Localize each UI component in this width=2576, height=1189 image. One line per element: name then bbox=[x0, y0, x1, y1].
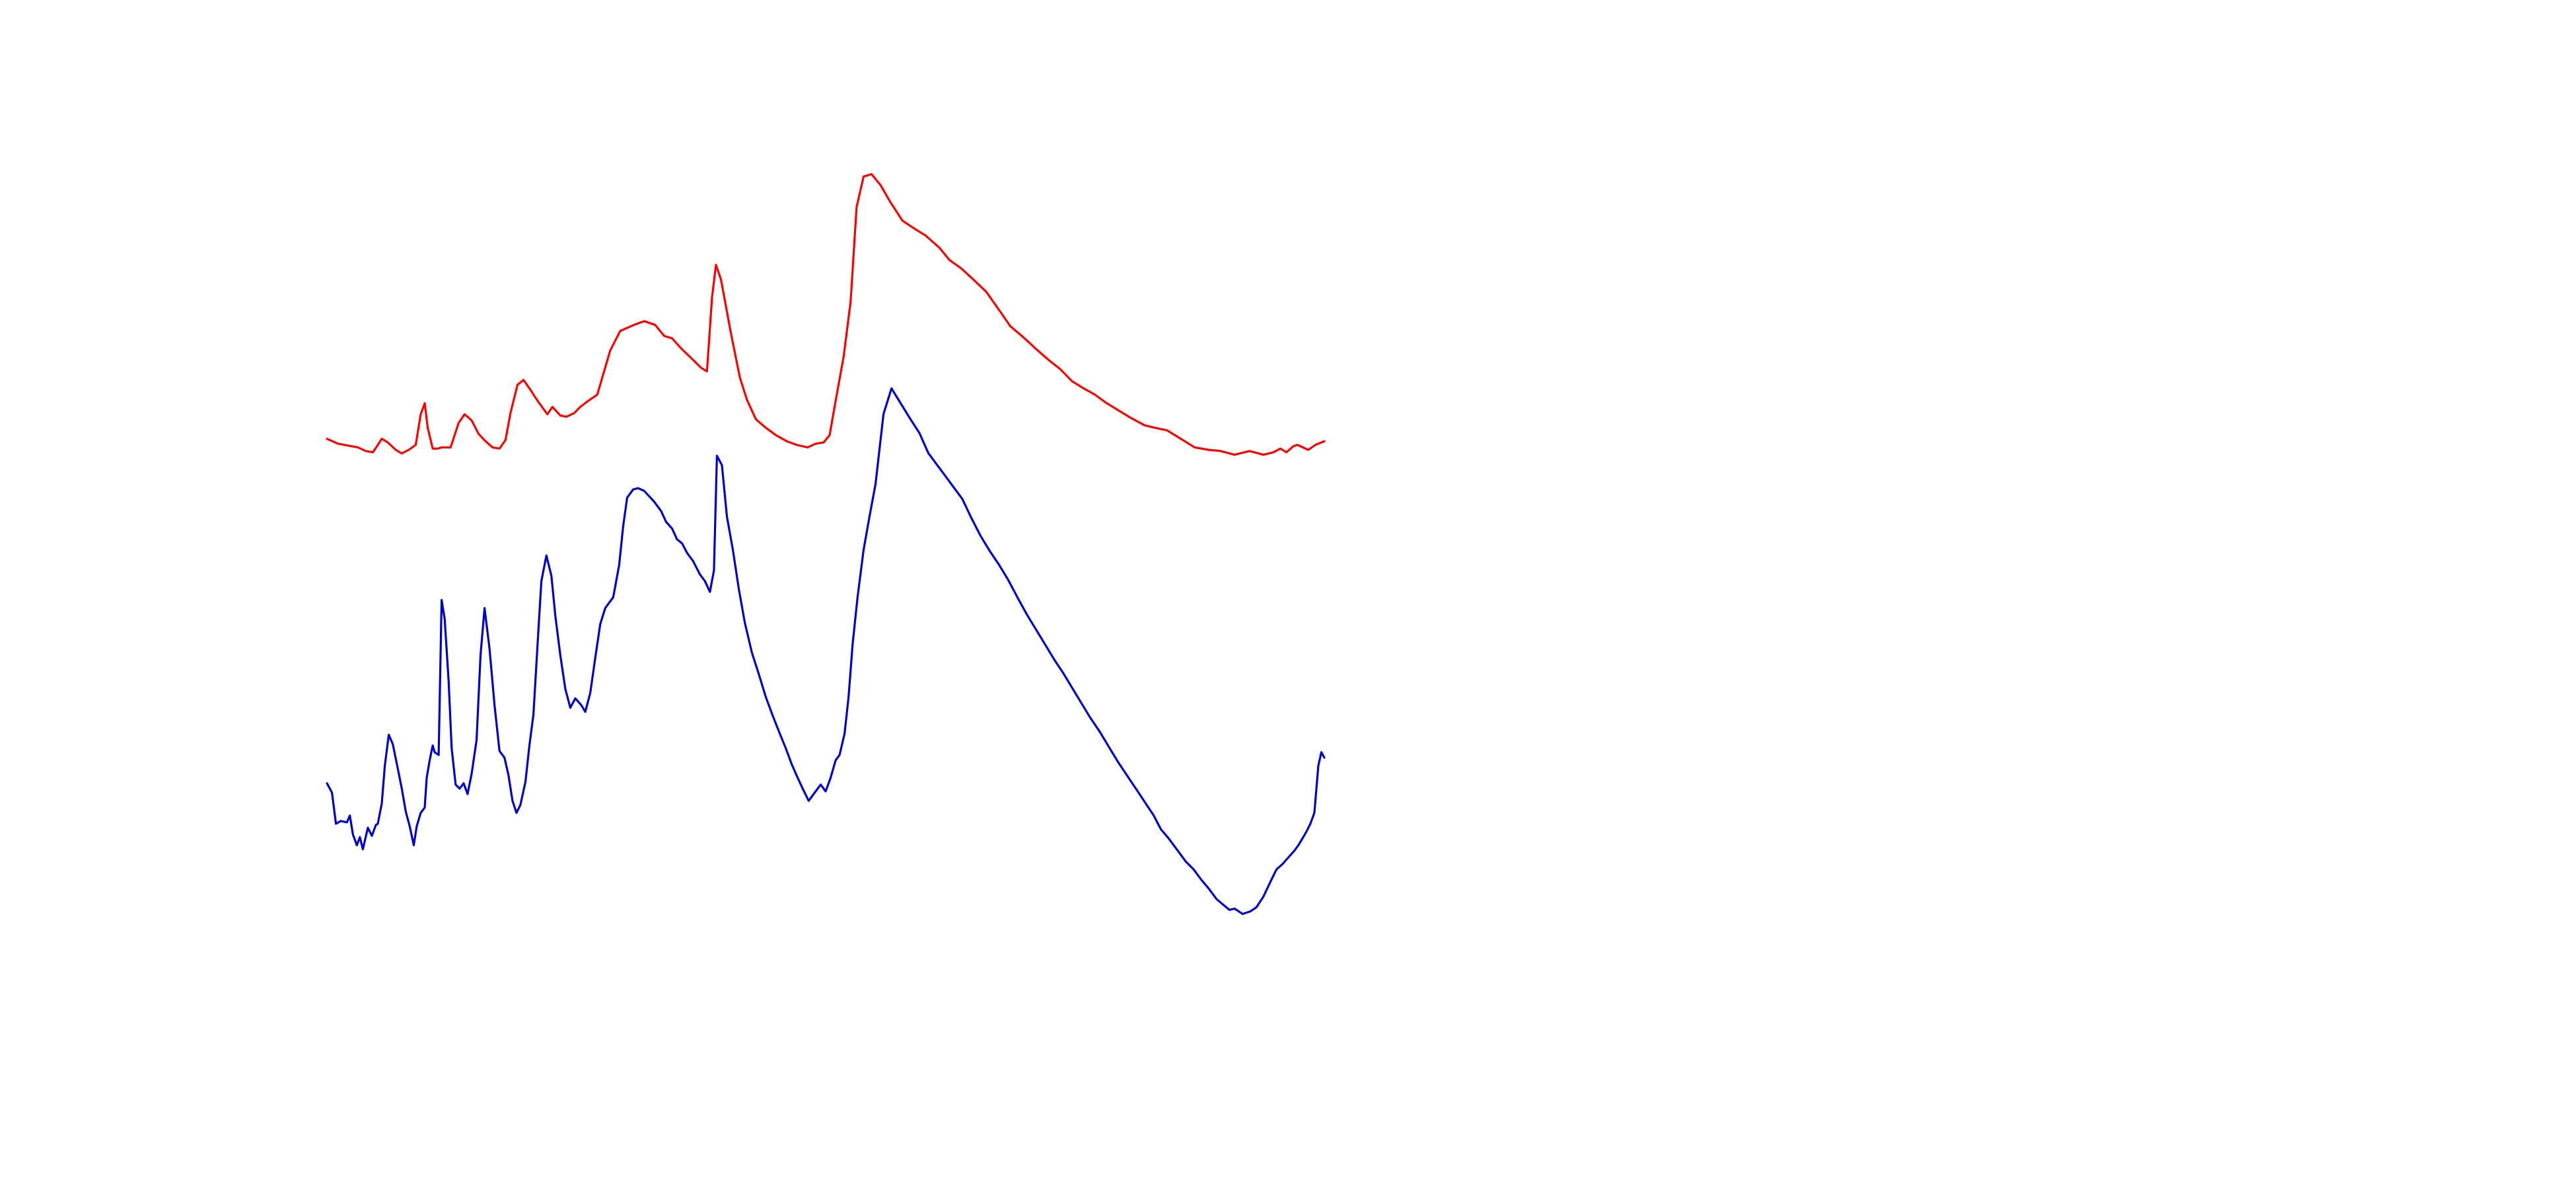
series-line-1 bbox=[326, 173, 1326, 456]
series-line-2 bbox=[326, 387, 1326, 916]
series-layer bbox=[326, 173, 1326, 916]
